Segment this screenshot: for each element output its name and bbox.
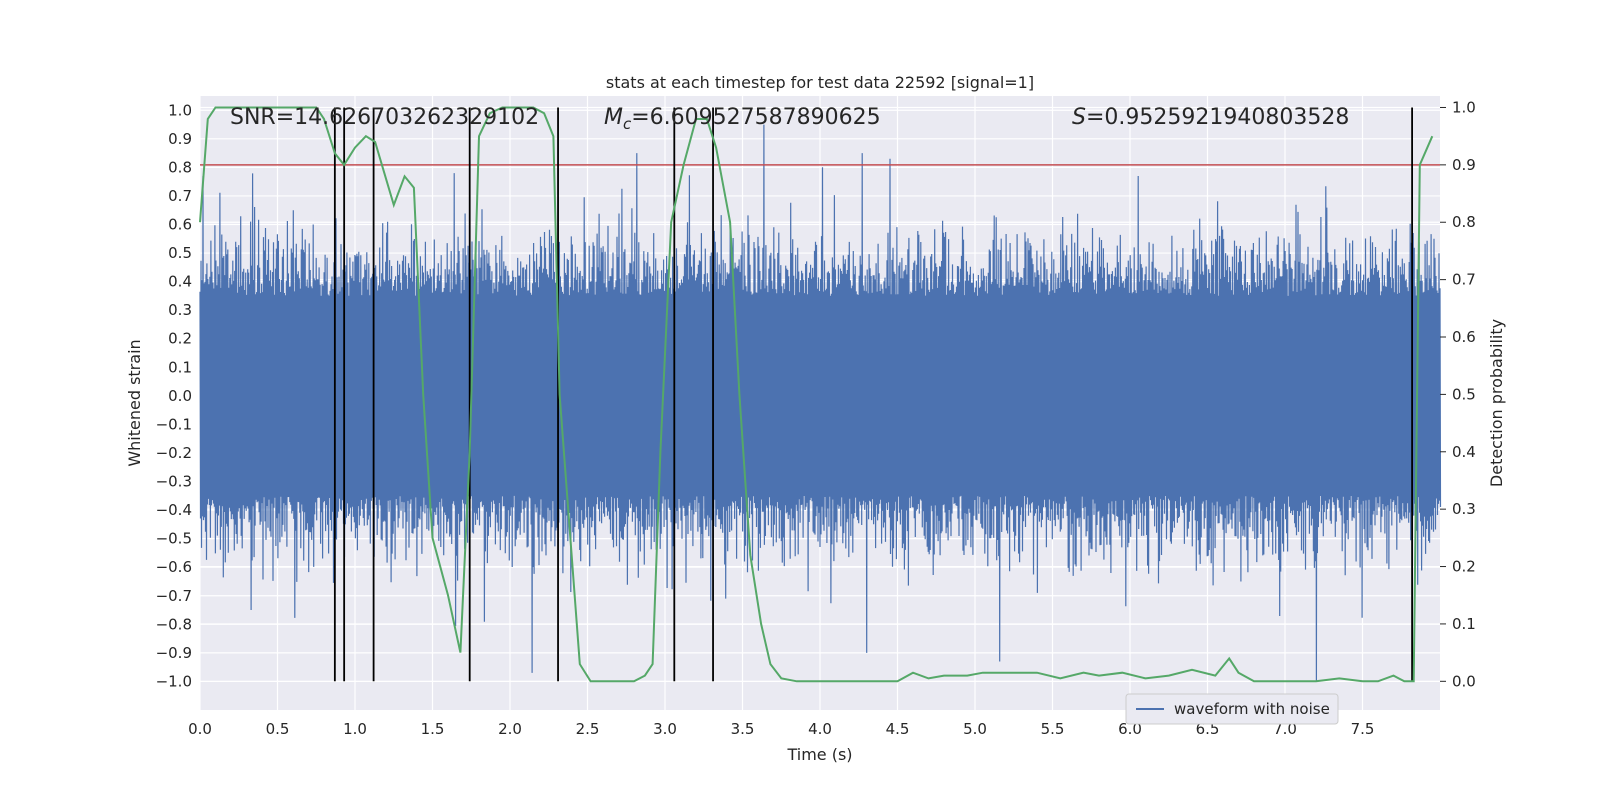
legend-label-waveform: waveform with noise <box>1174 700 1330 718</box>
chart-title: stats at each timestep for test data 225… <box>606 73 1034 92</box>
y-left-tick-label-6: 0.4 <box>168 273 192 291</box>
y-left-tick-label-2: 0.8 <box>168 158 192 176</box>
y-axis-label-left-text: Whitened strain <box>125 339 144 466</box>
y-right-tick-label-0: 1.0 <box>1452 98 1476 116</box>
x-tick-label-2: 1.0 <box>343 720 367 738</box>
y-right-tick-label-9: 0.1 <box>1452 615 1476 633</box>
trigger-lines <box>333 107 1413 682</box>
y-left-tick-label-15: −0.5 <box>156 530 192 548</box>
y-left-tick-label-0: 1.0 <box>168 101 192 119</box>
score-annotation: S=0.9525921940803528 <box>1072 105 1349 130</box>
score-value: =0.9525921940803528 <box>1086 105 1349 130</box>
y-left-tick-label-5: 0.5 <box>168 244 192 262</box>
y-right-tick-label-1: 0.9 <box>1452 156 1476 174</box>
y-left-tick-label-7: 0.3 <box>168 301 192 319</box>
x-tick-label-6: 3.0 <box>653 720 677 738</box>
x-tick-label-0: 0.0 <box>188 720 212 738</box>
waveform-line <box>199 124 1442 682</box>
y-axis-label-right: Detection probability <box>1487 319 1506 487</box>
snr-annotation: SNR=14.626703262329102 <box>230 105 539 130</box>
y-right-tick-label-5: 0.5 <box>1452 385 1476 403</box>
x-tick-label-8: 4.0 <box>808 720 832 738</box>
y-left-tick-label-11: −0.1 <box>156 415 192 433</box>
y-left-tick-label-9: 0.1 <box>168 358 192 376</box>
y-right-tick-label-6: 0.4 <box>1452 443 1476 461</box>
x-tick-label-1: 0.5 <box>266 720 290 738</box>
y-left-tick-label-4: 0.6 <box>168 216 192 234</box>
ticks: 0.0 0.5 1.0 1.5 2.0 2.5 3.0 3.5 4.0 4.5 5.0 5.5 6.0 6… <box>156 98 1476 738</box>
y-left-tick-label-10: 0.0 <box>168 387 192 405</box>
score-symbol: S <box>1072 105 1086 130</box>
chirp-mass-annotation: Mc=6.609527587890625 <box>604 105 881 133</box>
y-right-tick-label-4: 0.6 <box>1452 328 1476 346</box>
chirp-mass-symbol: M <box>604 105 623 130</box>
probability-line <box>199 106 1434 683</box>
x-tick-label-3: 1.5 <box>421 720 445 738</box>
x-tick-label-9: 4.5 <box>886 720 910 738</box>
waveform-series <box>199 124 1442 682</box>
x-tick-label-4: 2.0 <box>498 720 522 738</box>
x-tick-label-5: 2.5 <box>576 720 600 738</box>
y-right-tick-label-8: 0.2 <box>1452 558 1476 576</box>
x-tick-label-11: 5.5 <box>1041 720 1065 738</box>
y-left-tick-label-1: 0.9 <box>168 130 192 148</box>
y-right-tick-label-7: 0.3 <box>1452 500 1476 518</box>
y-left-tick-label-8: 0.2 <box>168 330 192 348</box>
y-right-tick-label-2: 0.8 <box>1452 213 1476 231</box>
y-left-tick-label-18: −0.8 <box>156 615 192 633</box>
x-tick-label-7: 3.5 <box>731 720 755 738</box>
y-right-tick-label-10: 0.0 <box>1452 672 1476 690</box>
y-left-tick-label-16: −0.6 <box>156 558 192 576</box>
y-left-tick-label-12: −0.2 <box>156 444 192 462</box>
y-left-tick-label-3: 0.7 <box>168 187 192 205</box>
chirp-mass-value: =6.609527587890625 <box>631 105 880 130</box>
y-left-tick-label-17: −0.7 <box>156 587 192 605</box>
probability-series <box>199 106 1434 683</box>
y-right-tick-label-3: 0.7 <box>1452 271 1476 289</box>
legend: waveform with noise <box>1125 693 1339 725</box>
y-left-tick-label-14: −0.4 <box>156 501 192 519</box>
y-left-tick-label-19: −0.9 <box>156 644 192 662</box>
chirp-mass-subscript: c <box>623 115 632 133</box>
x-axis-label: Time (s) <box>786 745 852 764</box>
x-tick-label-15: 7.5 <box>1351 720 1375 738</box>
y-left-tick-label-13: −0.3 <box>156 473 192 491</box>
x-tick-label-10: 5.0 <box>963 720 987 738</box>
y-left-tick-label-20: −1.0 <box>156 672 192 690</box>
legend-box <box>1125 693 1339 725</box>
